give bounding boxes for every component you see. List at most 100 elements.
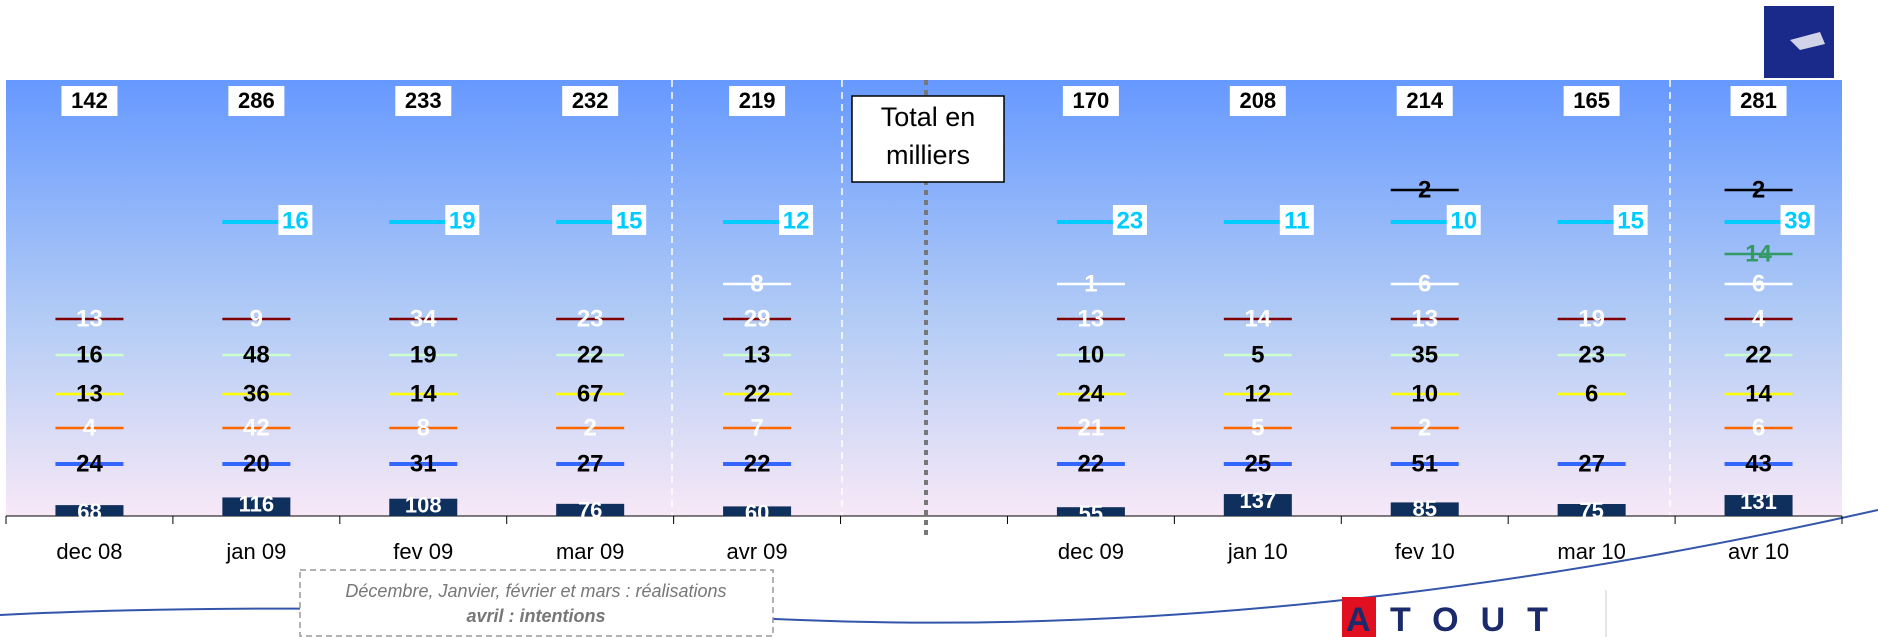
dash-label: 15 xyxy=(1617,207,1644,234)
total-box xyxy=(729,86,786,116)
bar xyxy=(1390,502,1459,516)
bar-label: 108 xyxy=(405,493,442,518)
dash-label: 20 xyxy=(243,450,270,477)
dash-label: 35 xyxy=(1411,341,1438,368)
dash-label: 6 xyxy=(1418,270,1431,297)
dash-label: 12 xyxy=(783,207,810,234)
dash-label: 24 xyxy=(76,450,103,477)
bar xyxy=(1557,504,1626,516)
dash-label: 14 xyxy=(1244,305,1271,332)
dash-label: 10 xyxy=(1450,207,1477,234)
dash-label: 4 xyxy=(83,414,97,441)
dash-label: 22 xyxy=(1078,450,1105,477)
dash-label: 51 xyxy=(1411,450,1438,477)
total-label: 233 xyxy=(405,88,442,113)
bar xyxy=(1724,495,1793,516)
bar-label: 55 xyxy=(1079,501,1103,526)
dash-label: 2 xyxy=(584,414,597,441)
dash-label: 16 xyxy=(282,207,309,234)
total-box xyxy=(1229,86,1286,116)
dash-label: 19 xyxy=(410,341,437,368)
label-box xyxy=(445,205,480,235)
x-tick-label: fev 10 xyxy=(1395,539,1455,564)
separators xyxy=(671,80,1671,516)
label-box xyxy=(1112,205,1147,235)
footnote: avril : intentions xyxy=(466,606,605,626)
x-tick-label: dec 09 xyxy=(1058,539,1124,564)
x-tick-label: mar 10 xyxy=(1557,539,1625,564)
x-tick-label: mar 09 xyxy=(556,539,624,564)
dash-label: 5 xyxy=(1251,341,1264,368)
dash-label: 10 xyxy=(1078,341,1105,368)
bar xyxy=(1056,507,1125,516)
dash-label: 5 xyxy=(1251,414,1264,441)
total-label: 281 xyxy=(1740,88,1777,113)
dash-label: 25 xyxy=(1244,450,1271,477)
bar xyxy=(723,506,792,516)
dash-label: 39 xyxy=(1784,207,1811,234)
dash-label: 13 xyxy=(1411,305,1438,332)
decor-curve xyxy=(0,509,1878,624)
dash-label: 11 xyxy=(1284,207,1309,234)
total-box xyxy=(1062,86,1119,116)
dash-label: 22 xyxy=(744,450,771,477)
dash-label: 15 xyxy=(616,207,643,234)
dash-label: 36 xyxy=(243,380,270,407)
bar-label: 137 xyxy=(1239,488,1276,513)
dash-label: 13 xyxy=(76,380,103,407)
dash-label: 1 xyxy=(1084,270,1097,297)
dash-label: 10 xyxy=(1411,380,1438,407)
dash-label: 42 xyxy=(243,414,270,441)
bar xyxy=(222,497,291,516)
dash-label: 14 xyxy=(1745,380,1772,407)
total-box xyxy=(395,86,452,116)
footnote: Décembre, Janvier, février et mars : réa… xyxy=(345,581,726,601)
dash-label: 12 xyxy=(1244,380,1271,407)
annotation: Total en milliers xyxy=(881,102,976,170)
total-box xyxy=(1730,86,1787,116)
dash-label: 43 xyxy=(1745,450,1772,477)
dash-label: 14 xyxy=(1745,240,1772,267)
dash-label: 2 xyxy=(1752,176,1765,203)
dash-label: 6 xyxy=(1752,270,1765,297)
bar-label: 85 xyxy=(1412,496,1436,521)
annotation-box xyxy=(851,95,1005,183)
x-tick-label: dec 08 xyxy=(56,539,122,564)
total-box xyxy=(562,86,619,116)
total-label: 165 xyxy=(1573,88,1610,113)
dash-label: 8 xyxy=(750,270,763,297)
dash-label: 9 xyxy=(250,305,263,332)
dash-label: 4 xyxy=(1752,305,1766,332)
dash-label: 27 xyxy=(577,450,604,477)
bar-label: 68 xyxy=(77,499,101,524)
total-box xyxy=(1563,86,1620,116)
dash-label: 6 xyxy=(1752,414,1765,441)
label-box xyxy=(1446,205,1481,235)
dash-label: 8 xyxy=(417,414,430,441)
dash-label: 13 xyxy=(744,341,771,368)
bar xyxy=(55,505,124,516)
label-box xyxy=(278,205,313,235)
label-box xyxy=(1613,205,1648,235)
logo-text: ATOUT xyxy=(1346,601,1570,637)
x-tick-label: avr 09 xyxy=(727,539,788,564)
dash-label: 31 xyxy=(410,450,437,477)
dash-label: 24 xyxy=(1078,380,1105,407)
logo-box xyxy=(1342,597,1376,637)
bar xyxy=(389,498,458,516)
dash-label: 34 xyxy=(410,305,437,332)
dash-label: 6 xyxy=(1585,380,1598,407)
x-tick-label: avr 10 xyxy=(1728,539,1789,564)
dash-label: 22 xyxy=(1745,341,1772,368)
dash-label: 14 xyxy=(410,380,437,407)
total-label: 286 xyxy=(238,88,275,113)
label-box xyxy=(1780,205,1815,235)
dash-label: 2 xyxy=(1418,414,1431,441)
dash-label: 27 xyxy=(1578,450,1605,477)
x-tick-label: jan 10 xyxy=(1227,539,1288,564)
bar xyxy=(556,503,625,516)
dash-label: 7 xyxy=(750,414,763,441)
dash-label: 23 xyxy=(1117,207,1144,234)
dash-label: 19 xyxy=(449,207,476,234)
